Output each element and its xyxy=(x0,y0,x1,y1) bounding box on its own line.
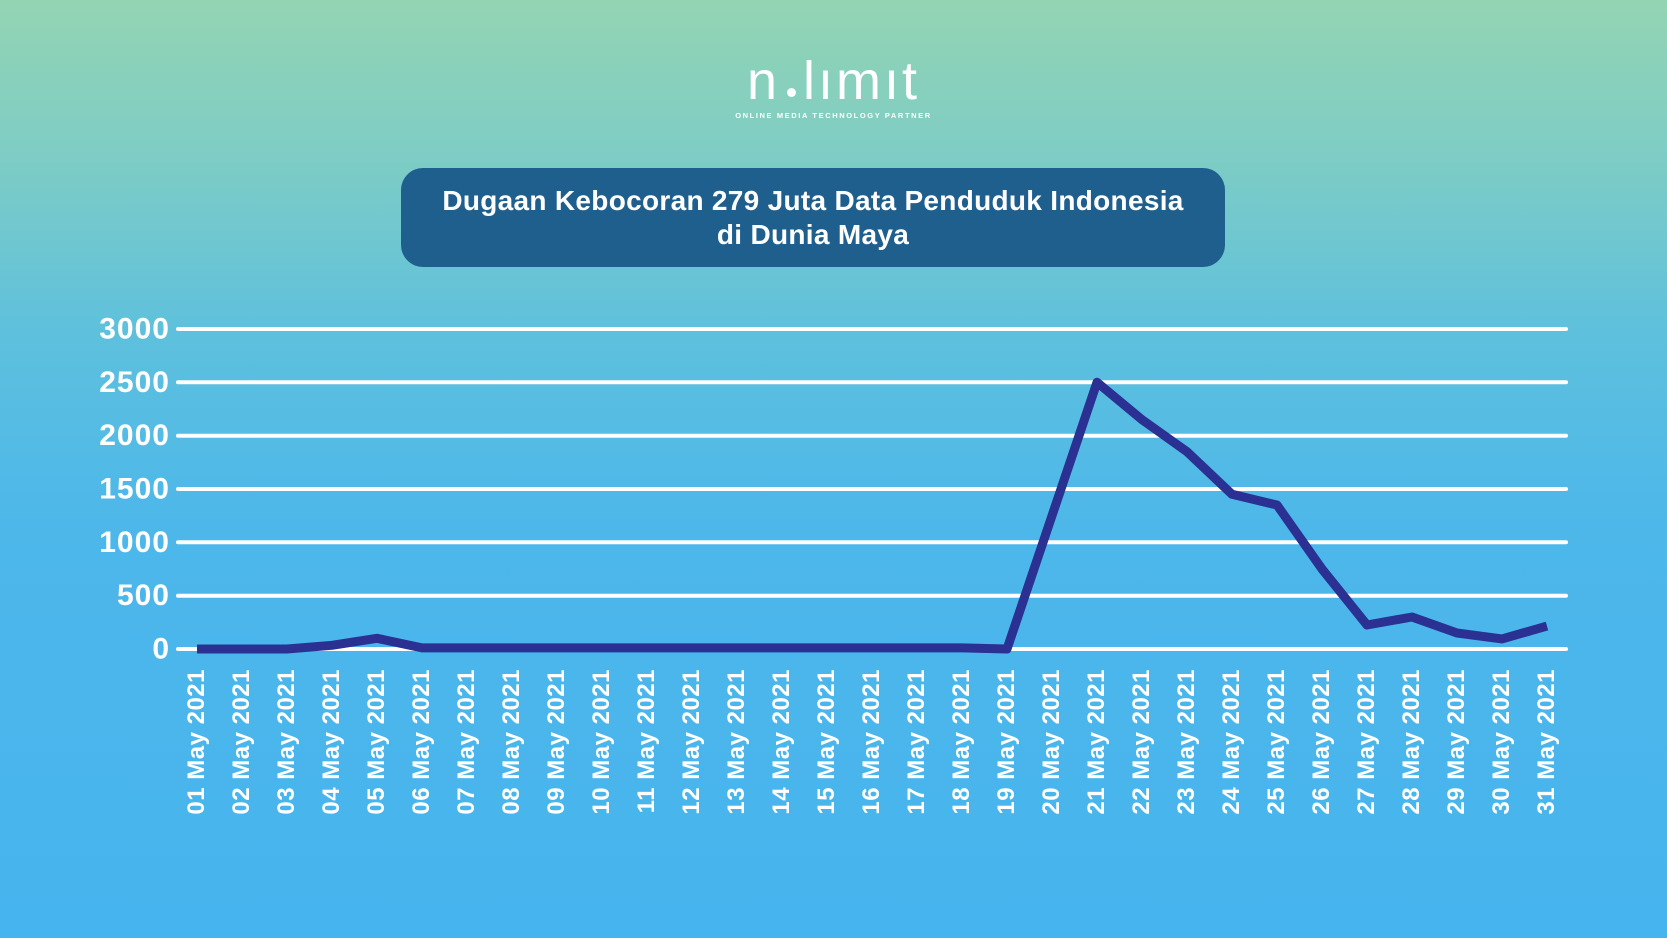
x-tick-label-20-may: 20 May 2021 xyxy=(1038,669,1065,815)
data-line-series xyxy=(197,377,1549,654)
y-tick-label-1500: 1500 xyxy=(99,473,170,506)
y-tick-label-2000: 2000 xyxy=(99,419,170,452)
x-tick-label-15-may: 15 May 2021 xyxy=(813,669,840,815)
y-tick-label-500: 500 xyxy=(117,579,170,612)
brand-tagline: ONLINE MEDIA TECHNOLOGY PARTNER xyxy=(735,111,932,120)
x-tick-label-28-may: 28 May 2021 xyxy=(1398,669,1425,815)
x-tick-label-10-may: 10 May 2021 xyxy=(588,669,615,815)
x-tick-label-08-may: 08 May 2021 xyxy=(498,669,525,815)
x-tick-label-24-may: 24 May 2021 xyxy=(1218,669,1245,815)
x-tick-label-05-may: 05 May 2021 xyxy=(363,669,390,815)
brand-wordmark-pre: n xyxy=(746,51,781,111)
x-tick-label-12-may: 12 May 2021 xyxy=(678,669,705,815)
x-tick-label-18-may: 18 May 2021 xyxy=(948,669,975,815)
brand-wordmark-post: lımıt xyxy=(803,51,921,111)
x-tick-label-27-may: 27 May 2021 xyxy=(1353,669,1380,815)
x-tick-label-29-may: 29 May 2021 xyxy=(1443,669,1470,815)
x-tick-label-11-may: 11 May 2021 xyxy=(633,669,660,813)
y-tick-label-0: 0 xyxy=(152,633,170,666)
chart-title-line2: di Dunia Maya xyxy=(716,218,910,250)
x-tick-label-14-may: 14 May 2021 xyxy=(768,669,795,815)
x-tick-label-01-may: 01 May 2021 xyxy=(183,669,210,815)
brand-dot-icon xyxy=(787,88,797,97)
x-tick-label-26-may: 26 May 2021 xyxy=(1308,669,1335,815)
x-tick-label-03-may: 03 May 2021 xyxy=(273,669,300,815)
y-tick-label-2500: 2500 xyxy=(99,366,170,399)
x-tick-label-25-may: 25 May 2021 xyxy=(1263,669,1290,815)
x-tick-label-02-may: 02 May 2021 xyxy=(228,669,255,815)
x-tick-label-23-may: 23 May 2021 xyxy=(1173,669,1200,815)
x-tick-label-06-may: 06 May 2021 xyxy=(408,669,435,815)
brand-logo: n lımıt ONLINE MEDIA TECHNOLOGY PARTNER xyxy=(0,52,1667,120)
x-tick-label-13-may: 13 May 2021 xyxy=(723,669,750,815)
x-tick-label-30-may: 30 May 2021 xyxy=(1488,669,1515,815)
y-tick-label-3000: 3000 xyxy=(99,313,170,346)
y-tick-label-1000: 1000 xyxy=(99,526,170,559)
x-tick-label-22-may: 22 May 2021 xyxy=(1128,669,1155,815)
x-tick-label-17-may: 17 May 2021 xyxy=(903,669,930,815)
x-tick-label-16-may: 16 May 2021 xyxy=(858,669,885,815)
x-tick-label-07-may: 07 May 2021 xyxy=(453,669,480,815)
chart-title-line1: Dugaan Kebocoran 279 Juta Data Penduduk … xyxy=(442,184,1184,216)
chart-title-box: Dugaan Kebocoran 279 Juta Data Penduduk … xyxy=(401,168,1225,267)
x-tick-label-21-may: 21 May 2021 xyxy=(1083,669,1110,815)
brand-wordmark: n lımıt xyxy=(747,52,920,110)
x-tick-label-04-may: 04 May 2021 xyxy=(318,669,345,815)
x-tick-label-31-may: 31 May 2021 xyxy=(1533,669,1560,815)
x-tick-label-09-may: 09 May 2021 xyxy=(543,669,570,815)
x-tick-label-19-may: 19 May 2021 xyxy=(993,669,1020,815)
